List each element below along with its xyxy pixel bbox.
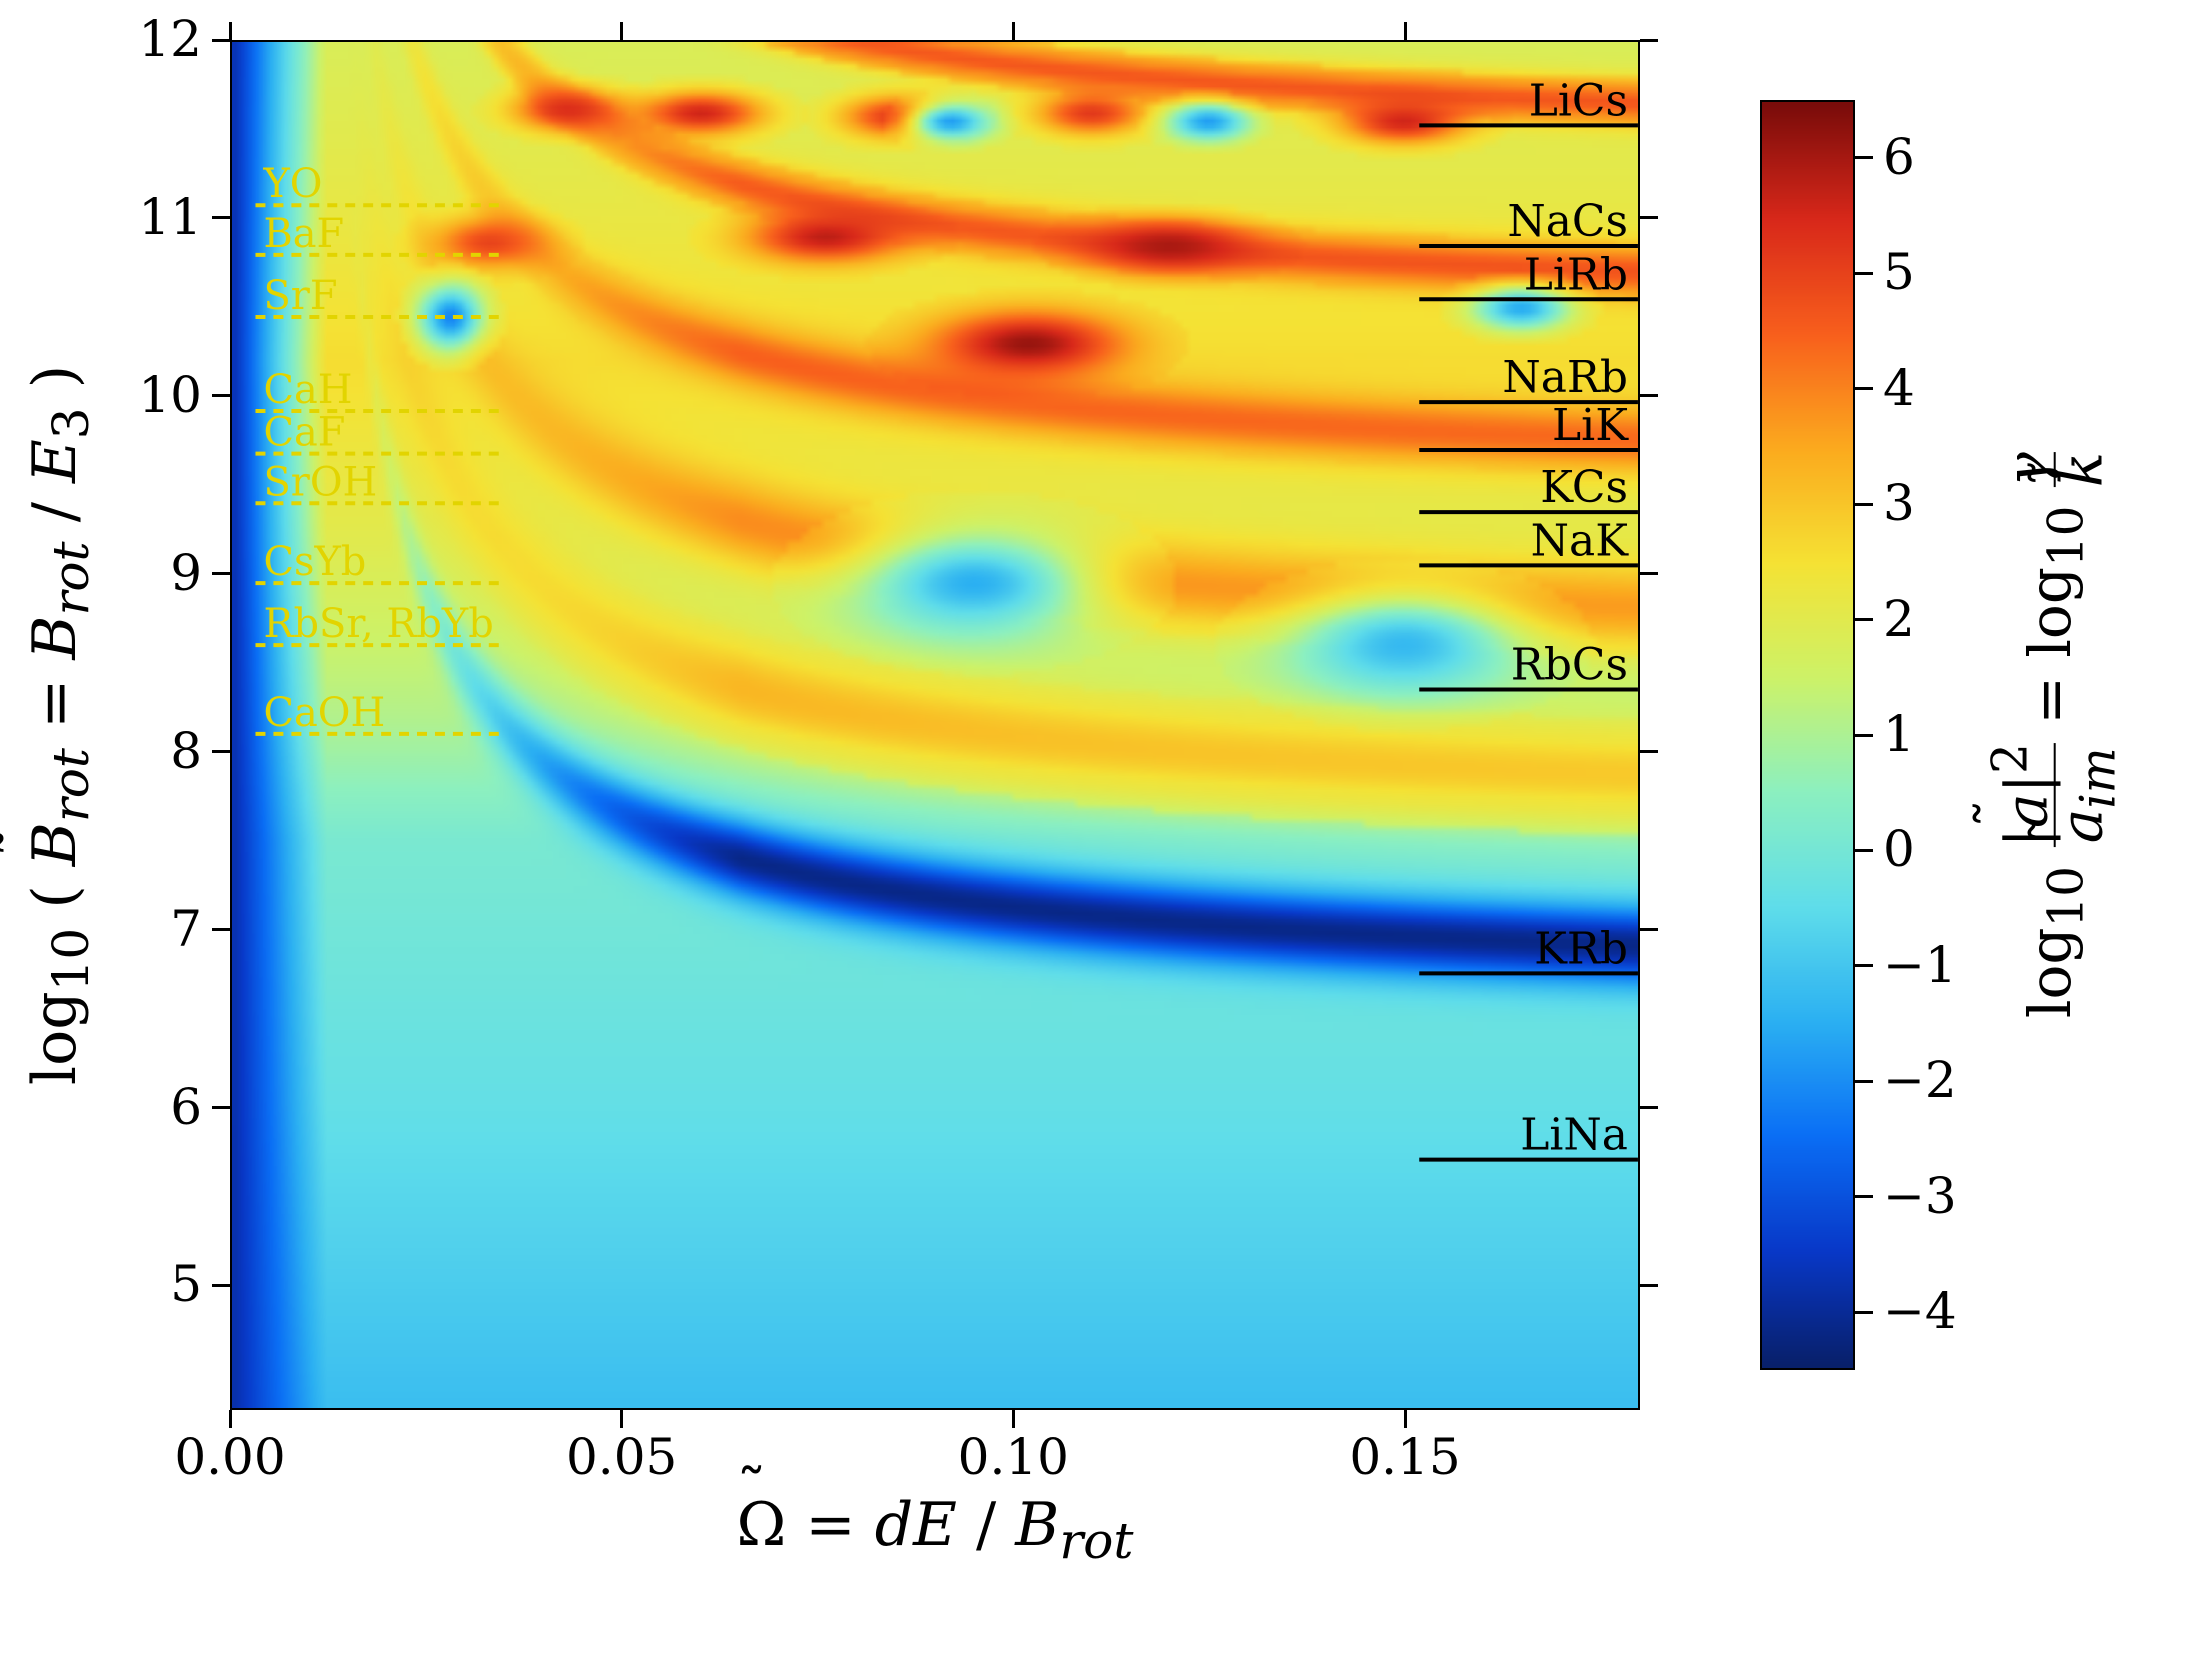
- molecule-label-left: CsYb: [263, 539, 366, 585]
- molecule-label: KCs: [1540, 462, 1628, 513]
- annotation-overlay: LiCs NaCsLiRb NaRbLiK KCsNaK RbCs KRb LiNa YOBa…: [232, 42, 1638, 1408]
- molecule-label: RbCs: [1511, 640, 1628, 691]
- axis-tick: [1855, 156, 1873, 159]
- molecule-label-left: CaH: [263, 367, 352, 413]
- molecule-label: LiCs: [1529, 75, 1628, 126]
- colorbar-label: log10 |˜a|2˜aim = log10 γ˜k: [1990, 452, 2121, 1018]
- axis-tick: [1855, 1195, 1873, 1198]
- molecule-label-left: SrOH: [263, 459, 377, 505]
- axis-tick: [212, 572, 230, 575]
- tick-label: 1: [1883, 705, 1915, 763]
- molecule-label-left: YO: [262, 161, 322, 207]
- main-heatmap-axes: LiCs NaCsLiRb NaRbLiK KCsNaK RbCs KRb LiNa YOBa…: [230, 40, 1640, 1410]
- tick-label: 12: [138, 10, 202, 68]
- axis-tick: [1404, 1410, 1407, 1428]
- tick-label: −4: [1883, 1282, 1957, 1340]
- axis-tick: [1855, 1311, 1873, 1314]
- tick-label: 6: [170, 1078, 202, 1136]
- axis-tick: [1855, 734, 1873, 737]
- axis-tick: [1640, 572, 1658, 575]
- molecule-label: NaRb: [1502, 352, 1628, 403]
- tick-label: 5: [170, 1255, 202, 1313]
- molecule-label-left: CaF: [263, 410, 345, 456]
- molecule-label: LiK: [1552, 400, 1629, 451]
- molecule-label: KRb: [1534, 923, 1628, 974]
- molecule-label-left: CaOH: [263, 690, 385, 736]
- x-axis-label: ˜Ω = dE / Brot: [737, 1490, 1134, 1570]
- axis-tick: [1404, 22, 1407, 40]
- axis-tick: [212, 39, 230, 42]
- axis-tick: [1855, 849, 1873, 852]
- molecule-label: NaK: [1531, 515, 1630, 566]
- axis-tick: [229, 1410, 232, 1428]
- axis-tick: [620, 22, 623, 40]
- tick-label: 0.00: [174, 1428, 285, 1486]
- axis-tick: [1640, 39, 1658, 42]
- axis-tick: [1640, 216, 1658, 219]
- tick-label: 3: [1883, 474, 1915, 532]
- molecule-label: NaCs: [1507, 196, 1628, 247]
- axis-tick: [212, 928, 230, 931]
- axis-tick: [1855, 503, 1873, 506]
- tick-label: −3: [1883, 1167, 1957, 1225]
- molecule-label-left: RbSr, RbYb: [263, 601, 493, 647]
- axis-tick: [1640, 394, 1658, 397]
- axis-tick: [1012, 22, 1015, 40]
- tick-label: 4: [1883, 359, 1915, 417]
- tick-label: 11: [138, 188, 202, 246]
- tick-label: 0: [1883, 820, 1915, 878]
- molecule-label: LiRb: [1524, 249, 1628, 300]
- tick-label: −2: [1883, 1051, 1957, 1109]
- axis-tick: [229, 22, 232, 40]
- tick-label: 0.05: [566, 1428, 677, 1486]
- y-axis-label: log10 ( ˜Brot = Brot / E3 ): [20, 365, 100, 1085]
- tick-label: 0.15: [1349, 1428, 1460, 1486]
- tick-label: 0.10: [958, 1428, 1069, 1486]
- figure-container: LiCs NaCsLiRb NaRbLiK KCsNaK RbCs KRb LiNa YOBa…: [0, 0, 2205, 1654]
- axis-tick: [1012, 1410, 1015, 1428]
- molecule-label-left: BaF: [263, 211, 344, 257]
- tick-label: 5: [1883, 243, 1915, 301]
- tick-label: −1: [1883, 936, 1957, 994]
- axis-tick: [1855, 272, 1873, 275]
- axis-tick: [212, 216, 230, 219]
- axis-tick: [1640, 928, 1658, 931]
- molecule-label: LiNa: [1520, 1110, 1628, 1161]
- axis-tick: [1640, 1106, 1658, 1109]
- tick-label: 7: [170, 900, 202, 958]
- axis-tick: [212, 1284, 230, 1287]
- molecule-label-left: SrF: [263, 273, 337, 319]
- tick-label: 2: [1883, 590, 1915, 648]
- axis-tick: [1855, 618, 1873, 621]
- axis-tick: [212, 394, 230, 397]
- axis-tick: [1855, 1080, 1873, 1083]
- tick-label: 9: [170, 544, 202, 602]
- tick-label: 6: [1883, 128, 1915, 186]
- axis-tick: [620, 1410, 623, 1428]
- axis-tick: [212, 750, 230, 753]
- axis-tick: [1640, 750, 1658, 753]
- tick-label: 8: [170, 722, 202, 780]
- colorbar: [1760, 100, 1855, 1370]
- axis-tick: [212, 1106, 230, 1109]
- tick-label: 10: [138, 366, 202, 424]
- axis-tick: [1640, 1284, 1658, 1287]
- colorbar-canvas: [1762, 102, 1853, 1368]
- axis-tick: [1855, 387, 1873, 390]
- axis-tick: [1855, 964, 1873, 967]
